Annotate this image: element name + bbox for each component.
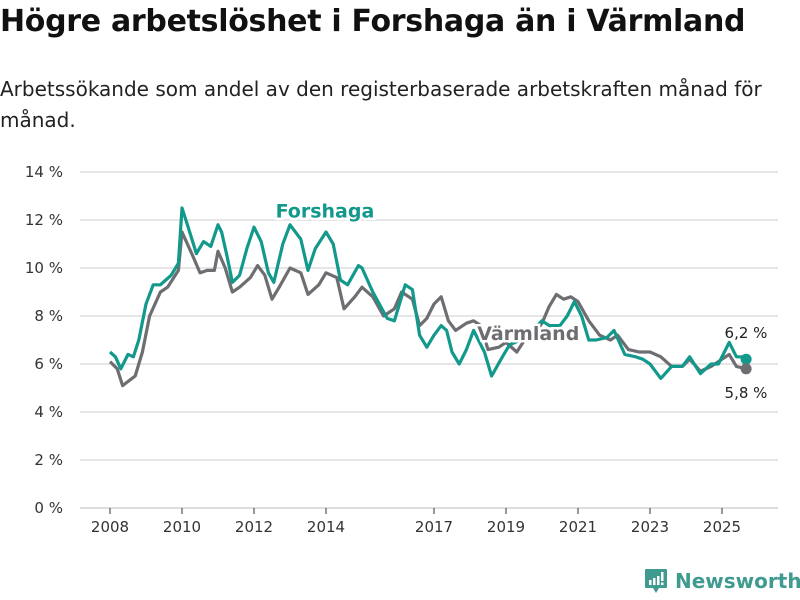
series-label: Värmland	[477, 323, 579, 345]
end-value-label: 6,2 %	[725, 324, 768, 342]
end-point-varmland	[740, 363, 752, 375]
newsworthy-logo: Newsworthy	[644, 568, 800, 594]
y-tick-label: 8 %	[34, 307, 63, 325]
series-line-forshaga	[108, 206, 747, 380]
chart-title: Högre arbetslöshet i Forshaga än i Värml…	[0, 4, 746, 39]
y-tick-label: 12 %	[25, 211, 63, 229]
x-tick-label: 2017	[415, 518, 453, 536]
newsworthy-logo-icon	[645, 569, 667, 593]
x-tick-label: 2014	[307, 518, 345, 536]
x-tick-label: 2025	[703, 518, 741, 536]
y-tick-label: 6 %	[34, 355, 63, 373]
y-tick-label: 2 %	[34, 451, 63, 469]
y-tick-label: 0 %	[34, 499, 63, 517]
y-tick-label: 10 %	[25, 259, 63, 277]
y-tick-label: 4 %	[34, 403, 63, 421]
y-tick-label: 14 %	[25, 163, 63, 181]
end-value-label: 5,8 %	[725, 384, 768, 402]
x-tick-label: 2010	[163, 518, 201, 536]
x-tick-label: 2021	[559, 518, 597, 536]
end-point-forshaga	[740, 353, 752, 365]
brand-name: Newsworthy	[675, 569, 800, 593]
x-tick-label: 2012	[235, 518, 273, 536]
x-tick-label: 2019	[487, 518, 525, 536]
chart-subtitle: Arbetssökande som andel av den registerb…	[0, 77, 762, 132]
series-label: Forshaga	[276, 201, 375, 223]
x-tick-label: 2008	[91, 518, 129, 536]
x-tick-label: 2023	[631, 518, 669, 536]
